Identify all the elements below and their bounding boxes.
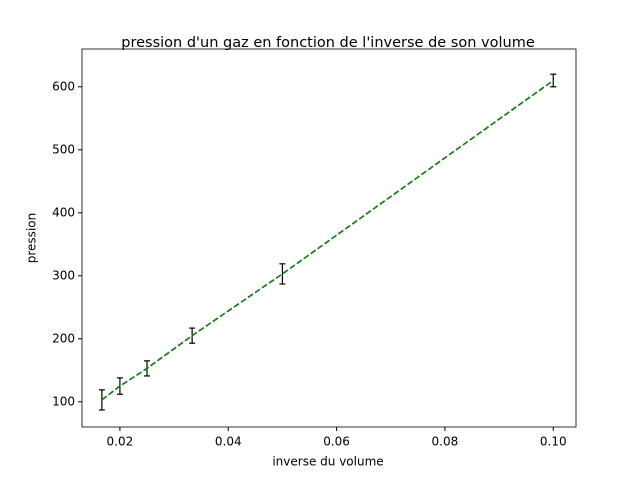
axes-frame [81,48,577,428]
y-tick-label: 300 [52,268,75,282]
data-line [101,79,554,401]
y-tick-label: 500 [52,142,75,156]
x-tick-label: 0.06 [323,435,350,449]
x-tick-label: 0.08 [432,435,459,449]
y-tick-label: 400 [52,205,75,219]
y-tick-label: 600 [52,79,75,93]
y-axis-label: pression [25,213,39,263]
y-tick-label: 200 [52,331,75,345]
x-tick-label: 0.04 [215,435,242,449]
y-tick-label: 100 [52,394,75,408]
chart-title: pression d'un gaz en fonction de l'inver… [121,35,535,51]
x-tick-label: 0.10 [540,435,567,449]
x-axis-label: inverse du volume [272,455,383,469]
x-tick-label: 0.02 [107,435,134,449]
